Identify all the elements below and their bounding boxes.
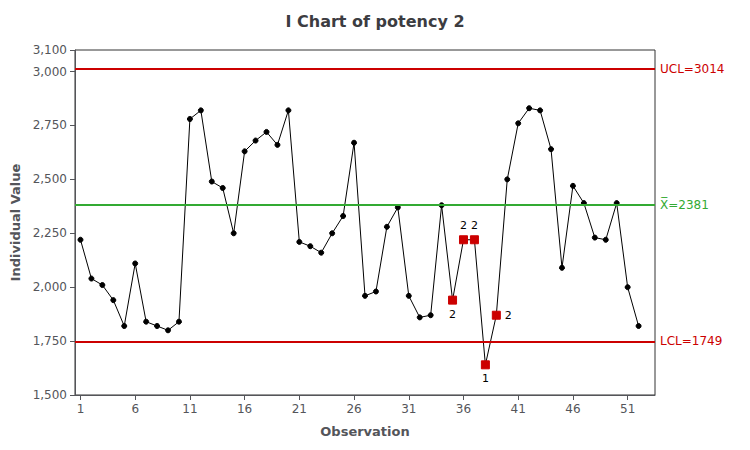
svg-text:46: 46: [565, 402, 580, 416]
svg-text:3,100: 3,100: [33, 43, 67, 57]
svg-text:3,000: 3,000: [33, 65, 67, 79]
svg-text:31: 31: [401, 402, 416, 416]
svg-text:1,500: 1,500: [33, 388, 67, 402]
svg-text:I Chart of potency 2: I Chart of potency 2: [285, 12, 464, 31]
svg-text:1: 1: [482, 372, 489, 385]
svg-text:LCL=1749: LCL=1749: [660, 334, 722, 348]
svg-text:21: 21: [292, 402, 307, 416]
svg-text:1: 1: [77, 402, 85, 416]
svg-text:51: 51: [620, 402, 635, 416]
svg-text:11: 11: [182, 402, 197, 416]
svg-text:2,750: 2,750: [33, 118, 67, 132]
svg-text:2: 2: [505, 309, 512, 322]
svg-text:36: 36: [456, 402, 471, 416]
svg-text:1,750: 1,750: [33, 334, 67, 348]
svg-text:6: 6: [131, 402, 139, 416]
svg-text:26: 26: [346, 402, 361, 416]
svg-text:2: 2: [471, 219, 478, 232]
svg-text:2,500: 2,500: [33, 172, 67, 186]
svg-text:UCL=3014: UCL=3014: [660, 62, 724, 76]
svg-text:2: 2: [460, 219, 467, 232]
svg-text:X̅=2381: X̅=2381: [660, 197, 709, 212]
svg-text:41: 41: [511, 402, 526, 416]
svg-text:2,000: 2,000: [33, 280, 67, 294]
svg-text:2,250: 2,250: [33, 226, 67, 240]
svg-text:Individual Value: Individual Value: [8, 163, 23, 281]
svg-text:16: 16: [237, 402, 252, 416]
svg-text:Observation: Observation: [320, 424, 409, 439]
svg-text:2: 2: [449, 308, 456, 321]
